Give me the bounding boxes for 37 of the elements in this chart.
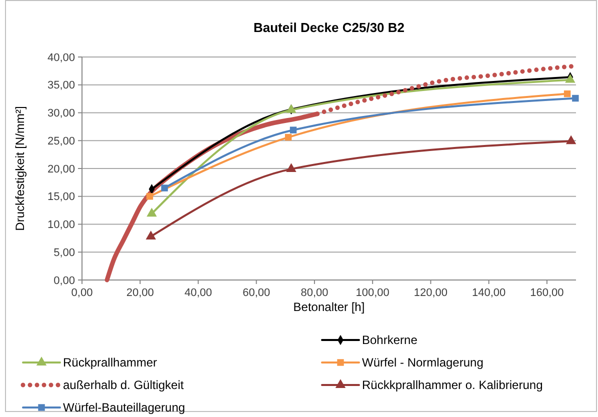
y-tick-label: 0,00: [54, 274, 75, 287]
x-tick-label: 40,00: [184, 287, 212, 299]
x-tick-label: 140,00: [472, 287, 506, 299]
x-tick-label: 0,00: [71, 287, 93, 299]
legend-label: Bohrkerne: [362, 333, 418, 348]
y-tick-label: 35,00: [47, 80, 75, 92]
y-tick-label: 25,00: [47, 135, 75, 148]
x-tick-label: 80,00: [300, 287, 328, 299]
y-tick-label: 40,00: [47, 52, 75, 64]
y-tick-label: 10,00: [47, 219, 75, 232]
y-tick-label: 30,00: [47, 108, 75, 120]
point: [146, 208, 157, 217]
point: [564, 90, 571, 98]
point: [290, 126, 297, 134]
x-tick-label: 160,00: [530, 287, 564, 299]
legend-label: Rückkprallhammer o. Kalibrierung: [362, 378, 543, 392]
x-tick-label: 60,00: [242, 287, 270, 299]
x-axis-title: Betonalter [h]: [293, 300, 365, 314]
legend-label: Würfel-Bauteillagerung: [63, 400, 186, 415]
y-axis-title: Druckfestigkeit [N/mm²]: [13, 106, 27, 231]
point: [146, 193, 154, 200]
legend-label: Würfel - Normlagerung: [362, 356, 484, 370]
point: [161, 184, 168, 192]
legend-label: Rückprallhammer: [63, 356, 158, 370]
y-tick-label: 5,00: [54, 246, 75, 259]
point: [566, 135, 576, 144]
x-tick-label: 20,00: [126, 287, 154, 299]
point: [286, 163, 296, 172]
chart-title: Bauteil Decke C25/30 B2: [253, 20, 405, 35]
y-tick-label: 15,00: [47, 191, 75, 204]
y-tick-label: 20,00: [47, 163, 75, 176]
x-tick-label: 120,00: [414, 287, 448, 299]
legend-label: außerhalb d. Gültigkeit: [63, 378, 184, 392]
point: [146, 230, 156, 240]
point: [284, 134, 292, 141]
x-tick-label: 100,00: [356, 287, 390, 299]
point: [572, 94, 579, 102]
